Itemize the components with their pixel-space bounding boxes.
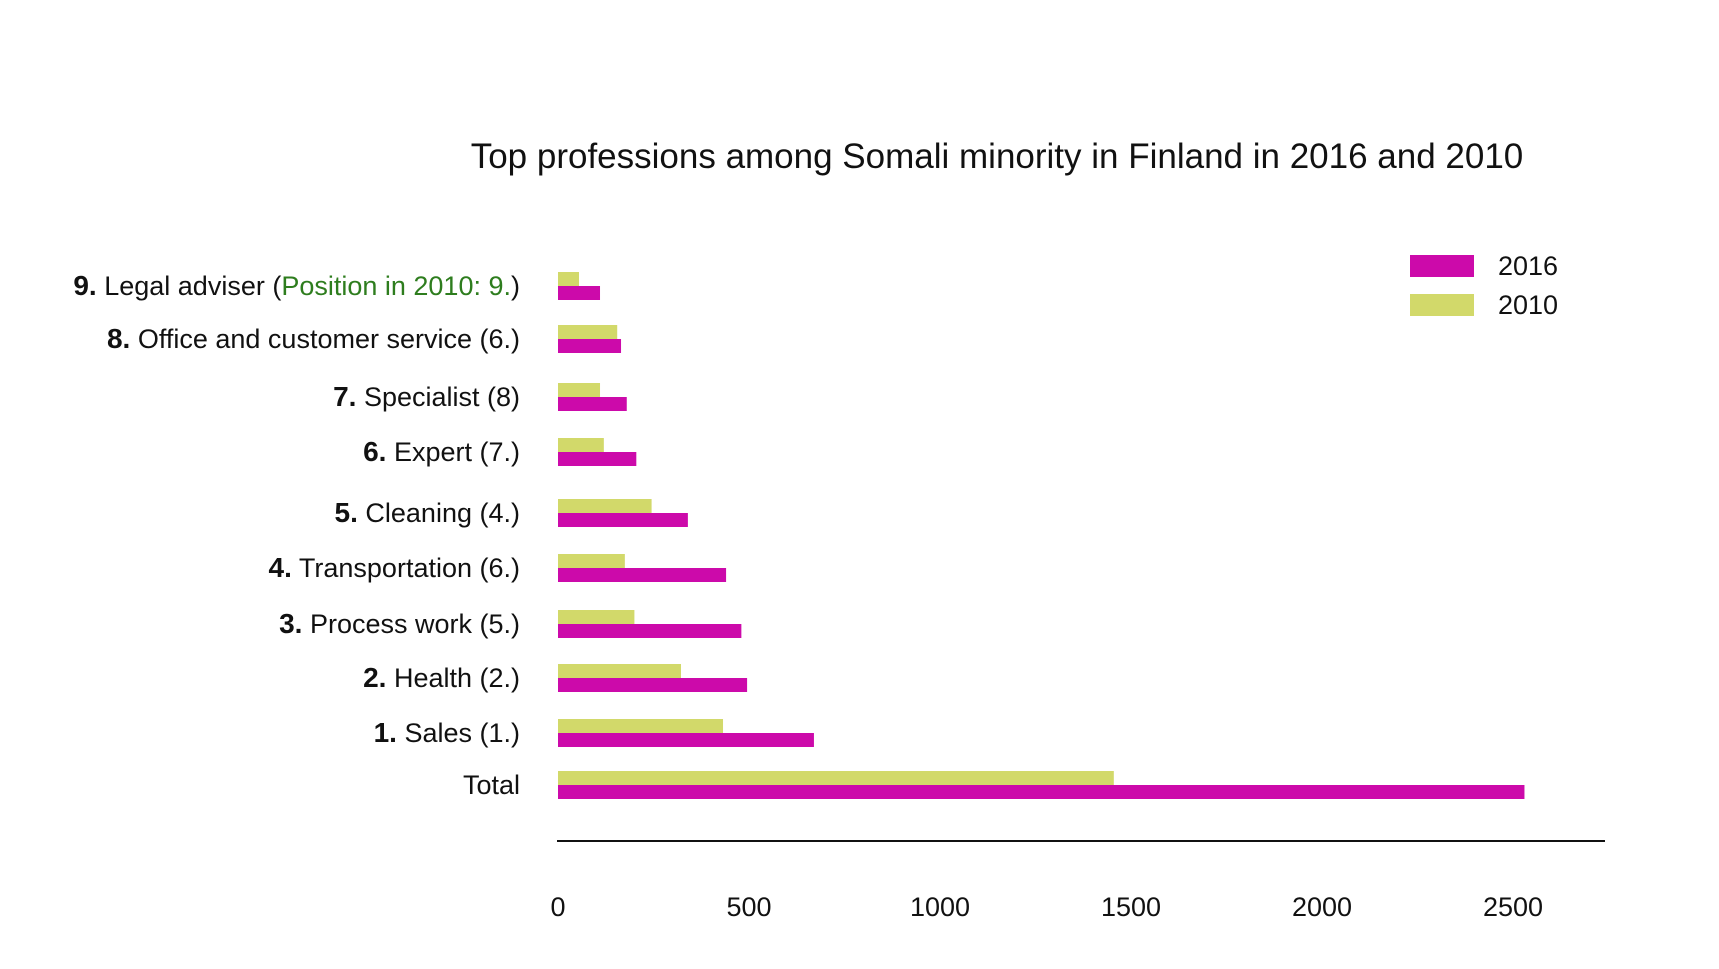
legend-swatch-2016: [1410, 255, 1474, 277]
category-name: Specialist (8): [356, 382, 520, 412]
x-tick-label-4: 2000: [1292, 892, 1352, 922]
category-rank: 9.: [73, 270, 96, 301]
bar-2010-3: [558, 438, 604, 452]
category-label-0: 9. Legal adviser (Position in 2010: 9.): [73, 270, 520, 301]
category-label-7: 2. Health (2.): [363, 662, 520, 693]
category-name: Legal adviser (: [97, 271, 282, 301]
category-rank: 1.: [374, 717, 397, 748]
category-rank: 5.: [335, 497, 358, 528]
x-tick-label-3: 1500: [1101, 892, 1161, 922]
category-name: Transportation (6.): [292, 553, 520, 583]
x-tick-label-1: 500: [726, 892, 771, 922]
bar-2010-2: [558, 383, 601, 397]
bars-group: [558, 272, 1525, 799]
category-name: Expert (7.): [386, 437, 520, 467]
bar-2016-8: [558, 733, 814, 747]
category-note: Position in 2010: 9.: [281, 271, 511, 301]
legend-label-2010: 2010: [1498, 290, 1558, 320]
category-rank: 6.: [363, 436, 386, 467]
legend-swatch-2010: [1410, 294, 1474, 316]
category-label-8: 1. Sales (1.): [374, 717, 520, 748]
bar-2010-0: [558, 272, 580, 286]
category-rank: 2.: [363, 662, 386, 693]
bar-2016-9: [558, 785, 1525, 799]
bar-2016-0: [558, 286, 601, 300]
bar-2010-8: [558, 719, 724, 733]
category-name: Office and customer service (6.): [130, 324, 520, 354]
category-rank: 8.: [107, 323, 130, 354]
bar-2010-7: [558, 664, 682, 678]
bar-2016-4: [558, 513, 688, 527]
legend: 2016 2010: [1410, 251, 1558, 320]
category-rank: 4.: [269, 552, 292, 583]
category-label-4: 5. Cleaning (4.): [335, 497, 520, 528]
bar-2016-1: [558, 339, 622, 353]
bar-2010-6: [558, 610, 635, 624]
category-label-6: 3. Process work (5.): [279, 608, 520, 639]
category-label-1: 8. Office and customer service (6.): [107, 323, 520, 354]
category-label-5: 4. Transportation (6.): [269, 552, 520, 583]
category-suffix: ): [511, 271, 520, 301]
category-rank: 3.: [279, 608, 302, 639]
bar-2010-5: [558, 554, 625, 568]
category-name: Cleaning (4.): [358, 498, 520, 528]
category-name: Total: [463, 770, 520, 800]
category-name: Sales (1.): [397, 718, 520, 748]
bar-2010-4: [558, 499, 652, 513]
x-tick-label-0: 0: [550, 892, 565, 922]
bar-2016-7: [558, 678, 748, 692]
category-rank: 7.: [333, 381, 356, 412]
category-label-3: 6. Expert (7.): [363, 436, 520, 467]
bar-2010-1: [558, 325, 618, 339]
chart-title: Top professions among Somali minority in…: [471, 137, 1524, 176]
x-tick-label-5: 2500: [1483, 892, 1543, 922]
category-name: Process work (5.): [302, 609, 520, 639]
category-name: Health (2.): [386, 663, 520, 693]
x-tick-label-2: 1000: [910, 892, 970, 922]
category-label-9: Total: [463, 770, 520, 800]
legend-label-2016: 2016: [1498, 251, 1558, 281]
bar-2016-3: [558, 452, 637, 466]
x-tick-labels: 0 500 1000 1500 2000 2500: [550, 892, 1543, 922]
bar-2010-9: [558, 771, 1114, 785]
bar-2016-6: [558, 624, 742, 638]
bar-2016-5: [558, 568, 727, 582]
bar-2016-2: [558, 397, 627, 411]
category-label-2: 7. Specialist (8): [333, 381, 520, 412]
category-labels: 9. Legal adviser (Position in 2010: 9.) 8…: [73, 270, 520, 800]
